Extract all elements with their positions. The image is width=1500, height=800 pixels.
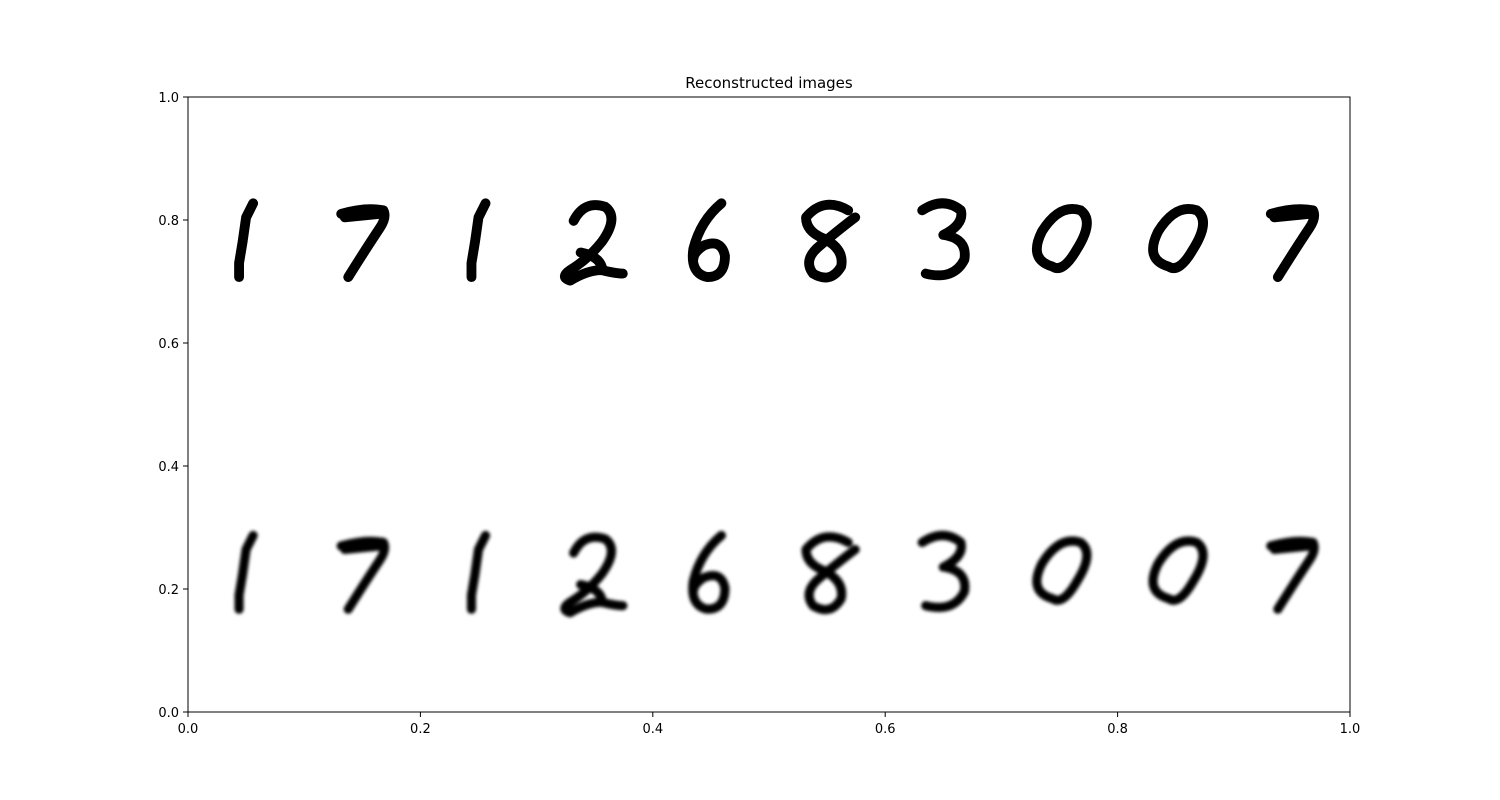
y-tick-label: 1.0 (158, 91, 179, 106)
digit-stroke (688, 530, 730, 614)
x-axis: 0.0 0.2 0.4 0.6 0.8 1.0 (178, 712, 1361, 737)
digit-image-0 (1032, 536, 1092, 605)
y-tick-label: 0.0 (158, 706, 179, 721)
digit-stroke (339, 208, 385, 223)
digit-stroke (1265, 204, 1320, 283)
digit-image-6 (687, 198, 730, 283)
digit-stroke (575, 247, 607, 272)
x-tick-label: 0.2 (410, 722, 431, 737)
digit-stroke (340, 541, 385, 555)
digit-stroke (917, 530, 970, 613)
digit-stroke (1148, 536, 1208, 605)
plot-frame (187, 96, 1351, 713)
digit-stroke (234, 198, 259, 283)
digit-stroke (1266, 536, 1319, 614)
digit-image-8 (801, 532, 860, 615)
digit-stroke (1269, 541, 1315, 555)
digit-stroke (336, 536, 390, 614)
digit-stroke (234, 530, 258, 614)
x-tick-label: 1.0 (1340, 722, 1361, 737)
x-tick-label: 0.8 (1107, 722, 1128, 737)
y-tick-label: 0.4 (158, 460, 179, 475)
y-tick-label: 0.8 (158, 214, 179, 229)
digit-image-0 (1031, 204, 1092, 273)
digit-stroke (801, 532, 860, 615)
digit-stroke (687, 198, 730, 283)
digit-stroke (560, 532, 628, 618)
digit-stroke (917, 198, 970, 281)
chart-title: Reconstructed images (685, 74, 853, 92)
digit-image-1 (234, 198, 259, 283)
digit-image-7 (336, 536, 390, 614)
digit-stroke (466, 530, 491, 614)
digit-image-7 (1266, 536, 1319, 614)
x-tick-label: 0.0 (178, 722, 199, 737)
digit-image-1 (234, 530, 258, 614)
digit-image-6 (688, 530, 730, 614)
digit-image-8 (801, 199, 861, 283)
reconstruction-row (234, 530, 1319, 618)
x-tick-label: 0.6 (875, 722, 896, 737)
digit-image-0 (1148, 536, 1208, 605)
digit-image-3 (917, 198, 970, 281)
digit-image-1 (466, 530, 491, 614)
y-tick-label: 0.6 (158, 337, 179, 352)
digit-stroke (336, 204, 390, 283)
digit-stroke (1269, 208, 1315, 223)
digit-stroke (801, 199, 861, 283)
digit-image-2 (560, 532, 628, 618)
digit-image-0 (1148, 204, 1208, 273)
digit-images (234, 198, 1320, 618)
digit-image-3 (917, 530, 970, 613)
digit-stroke (466, 198, 491, 283)
original-row (234, 198, 1320, 286)
digit-stroke (1032, 536, 1092, 605)
x-tick-label: 0.4 (642, 722, 663, 737)
digit-image-2 (560, 200, 628, 286)
digit-stroke (1031, 204, 1092, 273)
y-axis: 0.0 0.2 0.4 0.6 0.8 1.0 (158, 91, 188, 721)
y-tick-label: 0.2 (158, 583, 179, 598)
digit-image-7 (1265, 204, 1320, 283)
digit-stroke (576, 580, 607, 604)
digit-image-1 (466, 198, 491, 283)
digit-stroke (560, 200, 628, 286)
digit-stroke (1148, 204, 1208, 273)
digit-image-7 (336, 204, 390, 283)
